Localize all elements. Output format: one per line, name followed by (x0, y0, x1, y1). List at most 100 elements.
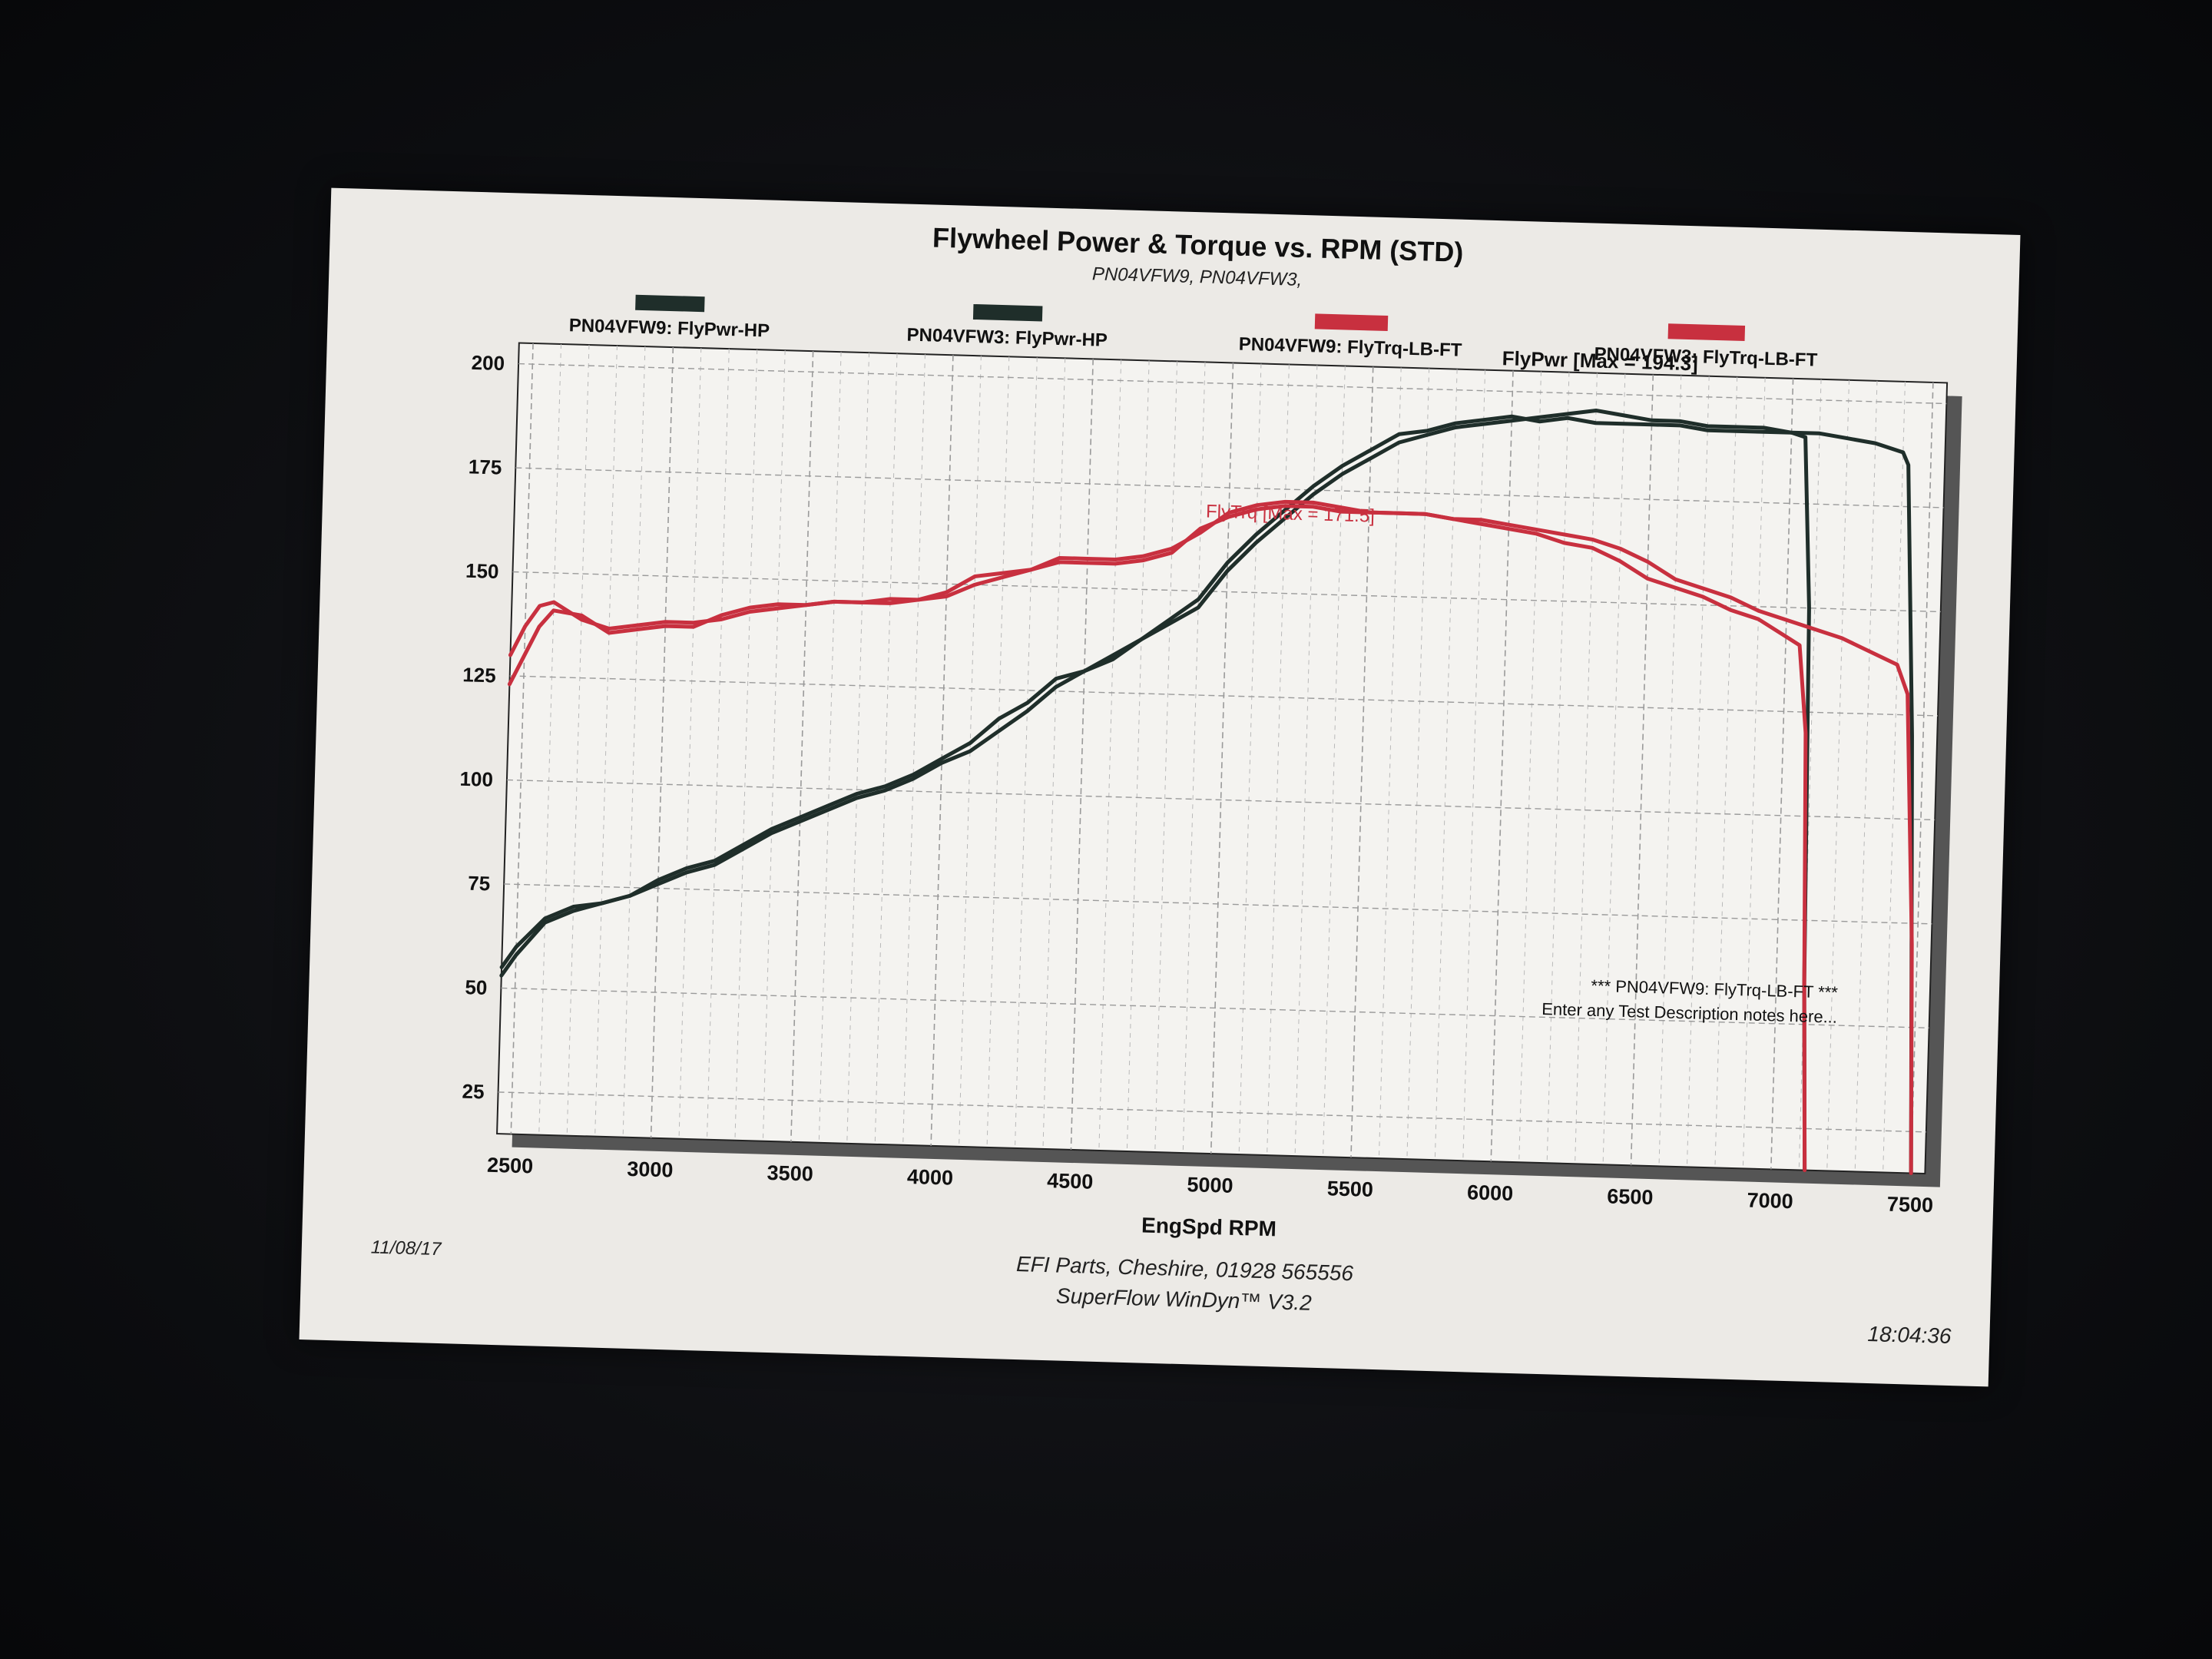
grid-line-vertical (1826, 379, 1850, 1171)
grid-line-vertical (1854, 380, 1878, 1172)
grid-line-vertical (1323, 366, 1346, 1157)
grid-line-vertical (1378, 367, 1402, 1159)
grid-line-vertical (902, 354, 926, 1145)
grid-line-vertical (538, 343, 562, 1135)
y-tick-label: 175 (469, 455, 502, 478)
y-tick-label: 50 (465, 975, 488, 999)
series-lines (499, 408, 1914, 1176)
grid-line-vertical (1798, 379, 1822, 1171)
grid-line-vertical (1126, 360, 1150, 1152)
grid-line-vertical (1883, 381, 1906, 1173)
grid-line-vertical (650, 347, 674, 1138)
x-tick-label: 6500 (1607, 1184, 1654, 1209)
y-tick-label: 125 (462, 663, 496, 687)
grid-line-vertical (1098, 359, 1122, 1151)
axis-ticks: 25 50 75 100 125 150 175 200 2500 3000 3500 4000 450… (459, 351, 1934, 1217)
grid-line-vertical (1294, 365, 1318, 1157)
footer-company: EFI Parts, Cheshire, 01928 565556 (1016, 1252, 1354, 1285)
series-line-2 (499, 408, 1914, 1176)
grid-line-horizontal (509, 675, 1939, 717)
x-tick-label: 3500 (767, 1161, 813, 1186)
grid-line-vertical (1518, 371, 1541, 1163)
x-tick-label: 4500 (1047, 1169, 1094, 1194)
legend-swatch-power-vfw9 (635, 294, 705, 313)
grid-line-vertical (1015, 357, 1038, 1148)
grid-line-vertical (1434, 369, 1458, 1161)
x-tick-label: 5000 (1187, 1173, 1233, 1197)
grid-line-vertical (1602, 373, 1626, 1165)
grid-line-vertical (706, 349, 730, 1140)
grid-line-horizontal (518, 363, 1947, 405)
grid-line-vertical (846, 353, 870, 1144)
series-line-1 (499, 414, 1811, 1173)
grid-line-vertical (1462, 369, 1486, 1161)
grid-line-vertical (930, 355, 954, 1146)
dyno-chart: Flywheel Power & Torque vs. RPM (STD) PN… (370, 221, 1962, 1348)
grid-line-vertical (1686, 376, 1710, 1167)
grid-line-vertical (1546, 372, 1570, 1164)
grid-line-horizontal (506, 779, 1936, 821)
annotation-max-torque: FlyTrq [Max = 171.5] (1206, 502, 1376, 527)
grid-line-vertical (1267, 364, 1290, 1156)
x-tick-label: 5500 (1326, 1177, 1373, 1201)
grid-line-vertical (1210, 363, 1234, 1154)
x-tick-label: 4000 (907, 1165, 954, 1190)
legend-swatch-power-vfw3 (972, 303, 1043, 322)
grid-line-horizontal (504, 883, 1932, 925)
grid-line-vertical (790, 351, 814, 1142)
grid-line-vertical (1742, 377, 1766, 1169)
dyno-printout-sheet: Flywheel Power & Torque vs. RPM (STD) PN… (299, 187, 2021, 1387)
grid-line-vertical (1490, 370, 1514, 1162)
grid-line-vertical (1350, 366, 1374, 1158)
annotation-max-power: FlyPwr [Max = 194.3] (1502, 346, 1698, 375)
grid-line-vertical (594, 346, 618, 1137)
chart-title: Flywheel Power & Torque vs. RPM (STD) (932, 221, 1464, 267)
grid-line-horizontal (498, 1091, 1926, 1133)
grid-line-vertical (566, 345, 590, 1136)
legend-label-power-vfw9: PN04VFW9: FlyPwr-HP (568, 315, 770, 341)
grid-line-vertical (1238, 363, 1262, 1155)
x-tick-label: 7000 (1747, 1189, 1793, 1214)
legend-swatch-torque-vfw9 (1314, 313, 1389, 332)
grid-line-vertical (959, 356, 982, 1147)
grid-line-vertical (874, 353, 898, 1144)
legend-label-torque-vfw9: PN04VFW9: FlyTrq-LB-FT (1238, 334, 1462, 361)
grid-line-vertical (1042, 358, 1066, 1149)
grid-line-vertical (1154, 361, 1178, 1153)
grid-line-vertical (1070, 359, 1094, 1150)
grid-line-vertical (734, 349, 758, 1141)
grid-line-vertical (818, 352, 842, 1143)
y-tick-label: 100 (459, 767, 493, 791)
footer-date: 11/08/17 (370, 1237, 442, 1260)
y-tick-label: 150 (465, 559, 499, 583)
footer-time: 18:04:36 (1867, 1322, 1952, 1348)
grid (498, 343, 1947, 1174)
grid-line-vertical (762, 350, 786, 1141)
grid-line-vertical (986, 356, 1010, 1147)
x-tick-label: 2500 (487, 1154, 534, 1178)
x-tick-label: 6000 (1467, 1181, 1514, 1205)
series-line-4 (507, 499, 1914, 1176)
chart-subtitle: PN04VFW9, PN04VFW3, (1092, 263, 1303, 290)
grid-line-vertical (678, 348, 702, 1139)
grid-line-vertical (1406, 368, 1430, 1160)
y-tick-label: 200 (471, 351, 505, 375)
grid-line-vertical (1910, 382, 1934, 1174)
grid-line-horizontal (501, 987, 1929, 1029)
grid-line-horizontal (512, 571, 1941, 613)
y-tick-label: 75 (468, 872, 491, 896)
footer-software: SuperFlow WinDyn™ V3.2 (1056, 1283, 1313, 1314)
grid-line-vertical (510, 343, 534, 1134)
x-tick-label: 3000 (627, 1157, 674, 1182)
grid-line-vertical (1630, 374, 1654, 1166)
grid-line-vertical (1182, 362, 1206, 1154)
grid-line-vertical (1658, 375, 1682, 1167)
grid-line-horizontal (515, 467, 1944, 508)
x-axis-label: EngSpd RPM (1141, 1214, 1277, 1241)
x-tick-label: 7500 (1887, 1193, 1934, 1217)
grid-line-vertical (1714, 376, 1738, 1168)
legend-label-power-vfw3: PN04VFW3: FlyPwr-HP (906, 325, 1108, 351)
legend-swatch-torque-vfw3 (1667, 323, 1746, 342)
grid-line-vertical (1770, 378, 1794, 1170)
y-tick-label: 25 (462, 1080, 485, 1104)
